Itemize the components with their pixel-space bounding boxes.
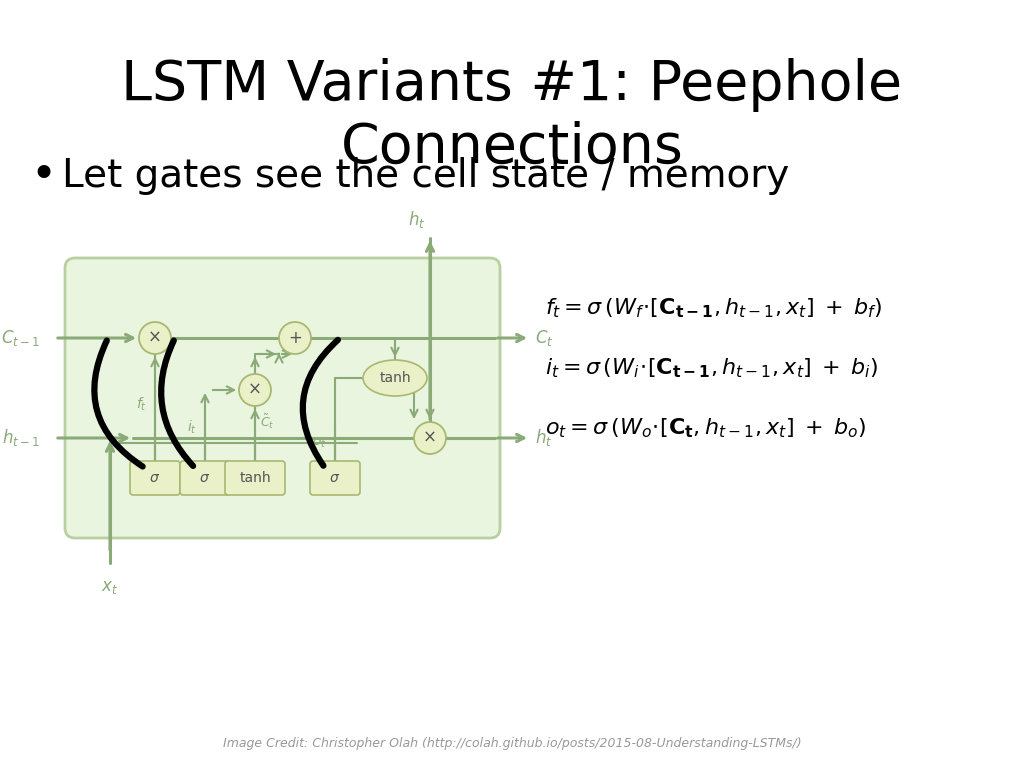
Text: $h_t$: $h_t$ (408, 209, 425, 230)
FancyBboxPatch shape (310, 461, 360, 495)
Circle shape (414, 422, 446, 454)
Text: $C_{t-1}$: $C_{t-1}$ (1, 328, 40, 348)
Text: $f_t = \sigma\,(W_f\!\cdot\![\mathbf{C_{t-1}},h_{t-1},x_t]\;+\;b_f)$: $f_t = \sigma\,(W_f\!\cdot\![\mathbf{C_{… (545, 296, 883, 319)
Text: ×: × (148, 329, 162, 347)
Text: $i_t = \sigma\,(W_i\!\cdot\![\mathbf{C_{t-1}},h_{t-1},x_t]\;+\;b_i)$: $i_t = \sigma\,(W_i\!\cdot\![\mathbf{C_{… (545, 356, 879, 380)
FancyBboxPatch shape (130, 461, 180, 495)
Text: ×: × (248, 381, 262, 399)
FancyBboxPatch shape (65, 258, 500, 538)
Circle shape (139, 322, 171, 354)
Text: +: + (288, 329, 302, 347)
Text: tanh: tanh (379, 371, 411, 385)
Text: Image Credit: Christopher Olah (http://colah.github.io/posts/2015-08-Understandi: Image Credit: Christopher Olah (http://c… (222, 737, 802, 750)
Circle shape (239, 374, 271, 406)
Text: $f_t$: $f_t$ (136, 396, 147, 412)
Text: $\sigma$: $\sigma$ (150, 471, 161, 485)
Text: $x_t$: $x_t$ (101, 578, 119, 596)
FancyBboxPatch shape (180, 461, 230, 495)
Text: $\sigma$: $\sigma$ (330, 471, 341, 485)
Text: $o_t = \sigma\,(W_o\!\cdot\![\mathbf{C_t},h_{t-1},x_t]\;+\;b_o)$: $o_t = \sigma\,(W_o\!\cdot\![\mathbf{C_t… (545, 416, 866, 440)
Text: $h_t$: $h_t$ (535, 428, 553, 449)
Circle shape (279, 322, 311, 354)
FancyBboxPatch shape (225, 461, 285, 495)
Text: tanh: tanh (240, 471, 270, 485)
Text: •: • (30, 154, 56, 197)
Ellipse shape (362, 360, 427, 396)
Text: $\sigma$: $\sigma$ (200, 471, 211, 485)
Text: $o_t$: $o_t$ (312, 435, 327, 450)
Text: $h_{t-1}$: $h_{t-1}$ (2, 428, 40, 449)
Text: Let gates see the cell state / memory: Let gates see the cell state / memory (62, 157, 790, 195)
Text: LSTM Variants #1: Peephole
Connections: LSTM Variants #1: Peephole Connections (122, 58, 902, 174)
Text: $i_t$: $i_t$ (187, 419, 197, 435)
Text: $\tilde{C}_t$: $\tilde{C}_t$ (260, 412, 274, 431)
Text: $C_t$: $C_t$ (535, 328, 554, 348)
Text: ×: × (423, 429, 437, 447)
